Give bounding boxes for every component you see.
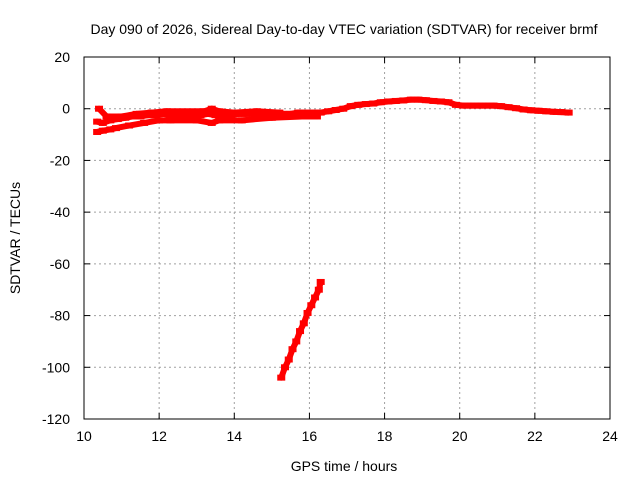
series-steep-segment bbox=[277, 278, 325, 381]
x-tick-label: 12 bbox=[151, 428, 167, 444]
x-tick-label: 16 bbox=[302, 428, 318, 444]
data-segment bbox=[238, 114, 275, 124]
series-upper-band bbox=[95, 105, 284, 120]
data-point bbox=[312, 113, 321, 120]
x-tick-label: 18 bbox=[377, 428, 393, 444]
series-lower-band bbox=[93, 113, 321, 135]
x-tick-label: 24 bbox=[602, 428, 618, 444]
tick-labels: 10 12 14 16 18 20 22 24 20 0 -20 -40 -60 -80 -100 -120 bbox=[42, 49, 618, 444]
x-tick-label: 10 bbox=[76, 428, 92, 444]
y-tick-label: -100 bbox=[42, 359, 70, 375]
data-points bbox=[93, 96, 573, 381]
x-axis-label: GPS time / hours bbox=[291, 458, 398, 474]
x-tick-label: 20 bbox=[452, 428, 468, 444]
y-tick-label: -20 bbox=[50, 152, 70, 168]
x-tick-label: 22 bbox=[527, 428, 543, 444]
y-tick-label: 0 bbox=[62, 101, 70, 117]
y-tick-label: -60 bbox=[50, 256, 70, 272]
data-point bbox=[275, 109, 284, 116]
data-point bbox=[316, 278, 325, 285]
axis-ticks bbox=[83, 56, 611, 420]
y-axis-label: SDTVAR / TECUs bbox=[7, 182, 23, 294]
y-tick-label: 20 bbox=[54, 49, 70, 65]
x-tick-label: 14 bbox=[226, 428, 242, 444]
plot-frame bbox=[83, 56, 611, 420]
y-tick-label: -40 bbox=[50, 204, 70, 220]
data-segment bbox=[268, 113, 305, 121]
chart-title: Day 090 of 2026, Sidereal Day-to-day VTE… bbox=[90, 21, 597, 37]
y-tick-label: -120 bbox=[42, 411, 70, 427]
y-tick-label: -80 bbox=[50, 308, 70, 324]
data-point bbox=[564, 109, 573, 116]
